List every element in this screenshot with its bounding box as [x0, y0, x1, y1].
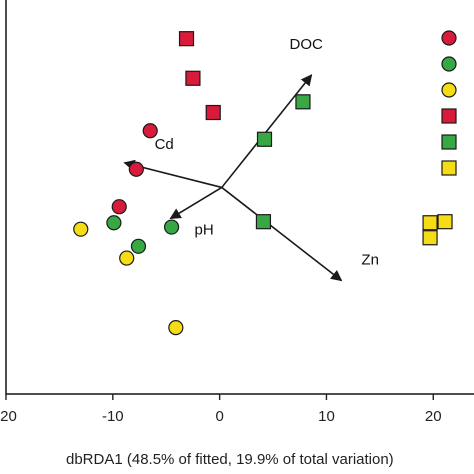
- data-point-circle-green: [106, 215, 122, 231]
- data-point-square-red: [178, 31, 195, 47]
- data-point-square-green: [256, 131, 273, 147]
- legend-marker-circle-green: [441, 56, 457, 72]
- data-point-circle-yellow: [119, 250, 135, 266]
- vector-arrow-doc: [221, 74, 313, 188]
- vector-arrows: DOC Cd pH Zn: [123, 36, 379, 282]
- x-tick-label: 20: [425, 408, 442, 425]
- vector-label-cd: Cd: [155, 136, 174, 153]
- x-tick-label: -20: [0, 408, 17, 425]
- data-point-square-red: [185, 70, 201, 86]
- vector-label-zn: Zn: [361, 252, 379, 269]
- vector-label-doc: DOC: [290, 36, 324, 53]
- data-point-circle-yellow: [168, 320, 184, 336]
- data-point-circle-red: [128, 161, 144, 177]
- legend-marker-square-red: [441, 108, 457, 124]
- x-tick-label: 0: [215, 408, 223, 425]
- data-points: [73, 31, 453, 336]
- legend-marker-square-green: [441, 134, 457, 150]
- plot-frame: [5, 0, 474, 395]
- x-tick-label: -10: [102, 408, 124, 425]
- data-point-circle-yellow: [73, 221, 89, 237]
- data-point-square-green: [255, 214, 272, 230]
- legend-marker-circle-yellow: [441, 82, 457, 98]
- legend: [441, 30, 457, 176]
- legend-marker-circle-red: [441, 30, 457, 46]
- data-point-square-yellow: [422, 215, 438, 231]
- data-point-square-yellow: [422, 230, 438, 246]
- vector-arrow-zn: [221, 186, 343, 282]
- x-tick-label: 10: [318, 408, 335, 425]
- vector-arrow-ph: [169, 186, 223, 220]
- legend-marker-square-yellow: [441, 160, 457, 176]
- data-point-square-red: [205, 104, 221, 121]
- data-point-circle-green: [163, 219, 180, 235]
- x-axis-ticks: -20 -10 0 10 20: [0, 394, 442, 425]
- data-point-circle-green: [130, 238, 147, 254]
- data-point-square-green: [295, 94, 311, 110]
- data-point-circle-red: [142, 123, 158, 139]
- data-point-square-yellow: [437, 214, 453, 230]
- x-axis-label: dbRDA1 (48.5% of fitted, 19.9% of total …: [66, 451, 394, 468]
- data-point-circle-red: [111, 199, 127, 215]
- vector-label-ph: pH: [195, 221, 214, 238]
